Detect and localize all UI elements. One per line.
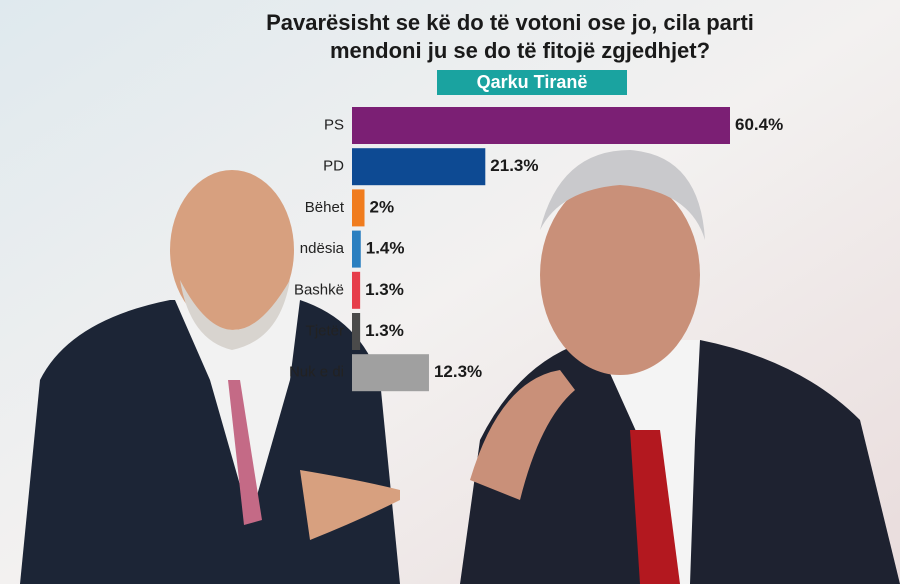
category-label: ndësia xyxy=(300,240,345,257)
bar xyxy=(352,107,730,144)
category-label: Bashkë xyxy=(294,281,344,298)
person-right xyxy=(460,150,900,584)
value-label: 21.3% xyxy=(490,156,538,175)
category-label: PD xyxy=(323,158,344,175)
subtitle-box xyxy=(437,70,627,95)
category-label: Bëhet xyxy=(305,199,345,216)
category-label: Nuk e di xyxy=(289,364,344,381)
bar xyxy=(352,230,361,268)
bar xyxy=(352,148,486,186)
value-label: 1.3% xyxy=(365,321,404,340)
bar xyxy=(352,189,365,227)
value-label: 2% xyxy=(370,197,395,216)
person-left xyxy=(20,170,400,584)
chart-title: mendoni ju se do të fitojë zgjedhjet? xyxy=(330,38,710,63)
value-label: 60.4% xyxy=(735,115,783,134)
plot: PS 60.4% PD 21.3% Bëhet 2% ndësia 1.4% Bashkë 1.3… xyxy=(289,107,783,392)
bar xyxy=(352,313,361,350)
chart-title: Pavarësisht se kë do të votoni ose jo, c… xyxy=(266,10,754,35)
bar xyxy=(352,271,361,309)
bar xyxy=(352,354,429,392)
value-label: 1.3% xyxy=(365,280,404,299)
category-label: Tjetër xyxy=(306,322,344,339)
value-label: 1.4% xyxy=(366,239,405,258)
subtitle: Qarku Tiranë xyxy=(477,72,588,92)
value-label: 12.3% xyxy=(434,362,482,381)
category-label: PS xyxy=(324,116,344,133)
